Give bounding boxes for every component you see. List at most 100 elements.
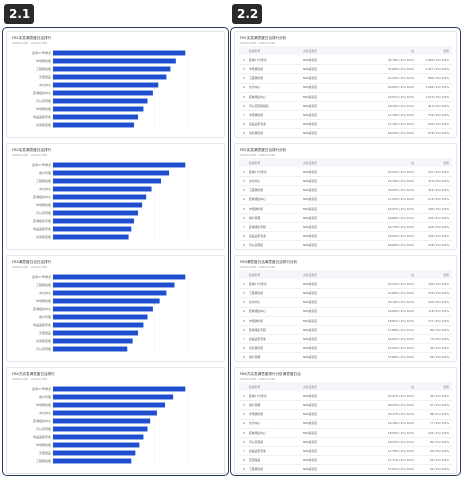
table-row[interactable]: 5 市场质检组 NPS满意度 18.81% (1%) 0.0% 177 (1%) 0.0…: [239, 316, 452, 326]
table-row[interactable]: 6 可以实现组组织 NPS满意度 18.19% (1%) 0.0% 813 (1%) 0…: [239, 102, 452, 111]
bar[interactable]: [53, 410, 157, 416]
bar[interactable]: [53, 386, 186, 392]
column-header[interactable]: 数量: [443, 384, 449, 389]
column-header[interactable]: 满意度类型: [303, 160, 317, 165]
bar[interactable]: [53, 418, 151, 424]
bar[interactable]: [53, 218, 134, 224]
table-cell: 82 (1%) 0.0%: [429, 439, 449, 444]
table-row[interactable]: 3 市场质检组 NPS满意度 20.17% (1%) 0.0% 88 (1%) 0.0%: [239, 410, 452, 420]
bar[interactable]: [53, 82, 159, 88]
bar[interactable]: [53, 330, 139, 336]
table-row[interactable]: 3 工程质检组 NPS满意度 21.34% (1%) 0.0% 890 (1%) 0.0…: [239, 74, 452, 84]
table-row[interactable]: 7 商品适质专案 NPS满意度 17.78% (1%) 0.0% 69 (1%) 0.0…: [239, 447, 452, 456]
table-row[interactable]: 9 交易质控组 NPS满意度 16.58% (1%) 0.0% 678 (1%) 0.0…: [239, 129, 452, 137]
column-header[interactable]: 区域名称: [249, 384, 261, 389]
bar[interactable]: [53, 122, 134, 128]
bar[interactable]: [53, 90, 153, 96]
bar[interactable]: [53, 402, 166, 408]
bar[interactable]: [53, 346, 128, 352]
bar[interactable]: [53, 210, 139, 216]
table-row[interactable]: 1 区域17号重点 NPS满意度 23.34% (1%) 0.0% 199 (1%) 0…: [239, 280, 452, 290]
bar[interactable]: [53, 106, 144, 112]
column-header[interactable]: 区域名称: [249, 160, 261, 165]
table-row[interactable]: 5 区域组织中心 NPS满意度 18.95% (1%) 0.0% 101 (1%) 0.…: [239, 428, 452, 438]
table-row[interactable]: 4 区域组织中心 NPS满意度 19.66% (1%) 0.0% 118 (1%) 0.…: [239, 307, 452, 317]
column-header[interactable]: 值: [411, 160, 414, 165]
column-header[interactable]: 满意度类型: [303, 48, 317, 53]
table-row[interactable]: 3 交付中心 NPS满意度 20.19% (1%) 0.0% 163 (1%) 0.0%: [239, 298, 452, 308]
table-row[interactable]: 1 区域17号重点 NPS满意度 23.03% (1%) 0.0% 237 (1%) 0…: [239, 168, 452, 178]
bar[interactable]: [53, 66, 171, 72]
column-header[interactable]: 满意度类型: [303, 384, 317, 389]
table-row[interactable]: 7 市场质检组 NPS满意度 17.19% (1%) 0.0% 752 (1%) 0.0…: [239, 111, 452, 120]
table-row[interactable]: 6 可以实现组 NPS满意度 18.33% (1%) 0.0% 82 (1%) 0.0%: [239, 438, 452, 447]
table-header: 区域名称 满意度类型 值 数量: [239, 382, 452, 392]
table-row[interactable]: 7 商品适质专案 NPS满意度 16.83% (1%) 0.0% 73 (1%) 0.0…: [239, 335, 452, 344]
table-row[interactable]: 4 区域组织中心 NPS满意度 17.25% (1%) 0.0% 276 (1%) 0.…: [239, 195, 452, 205]
table-row[interactable]: 9 用户管理 NPS满意度 13.86% (1%) 0.0% 86 (1%) 0.0%: [239, 353, 452, 361]
bar[interactable]: [53, 434, 144, 440]
chart-title: FB3满意度日活日活排行: [12, 260, 52, 264]
category-label: 区域17号重点: [32, 162, 51, 167]
bar[interactable]: [53, 290, 167, 296]
table-row[interactable]: 5 区域组织中心 NPS满意度 19.51% (1%) 0.0% 1,073 (1%) …: [239, 92, 452, 102]
bar[interactable]: [53, 74, 167, 80]
column-header[interactable]: 数量: [443, 160, 449, 165]
column-header[interactable]: 数量: [443, 272, 449, 277]
table-cell: 商品适质专案: [249, 448, 266, 453]
bar[interactable]: [53, 226, 132, 232]
column-header[interactable]: 值: [411, 384, 414, 389]
bar[interactable]: [53, 450, 136, 456]
column-header[interactable]: 区域名称: [249, 48, 261, 53]
column-header[interactable]: 满意度类型: [303, 272, 317, 277]
table-cell: 18.93% (1%) 0.0%: [387, 188, 414, 193]
column-header[interactable]: 值: [411, 272, 414, 277]
table-row[interactable]: 2 市场质检组 NPS满意度 31.66% (1%) 0.0% 1,327 (1%) 0…: [239, 65, 452, 75]
bar[interactable]: [53, 274, 186, 280]
table-row[interactable]: 8 交易质控组 NPS满意度 15.49% (1%) 0.0% 92 (1%) 0.0%: [239, 344, 452, 354]
bar[interactable]: [53, 394, 174, 400]
table-row[interactable]: 3 工程质检组 NPS满意度 18.93% (1%) 0.0% 212 (1%) 0.0…: [239, 186, 452, 196]
bar[interactable]: [53, 322, 144, 328]
table-row[interactable]: 9 可以实现组 NPS满意度 16.08% (1%) 0.0% 228 (1%) 0.0…: [239, 241, 452, 249]
bar[interactable]: [53, 234, 129, 240]
table-row[interactable]: 6 区域组织专组 NPS满意度 17.88% (1%) 0.0% 89 (1%) 0.0…: [239, 326, 452, 335]
table-row[interactable]: 1 区域17号重点 NPS满意度 34.78% (1%) 0.0% 1,489 (1%)…: [239, 56, 452, 66]
bar[interactable]: [53, 50, 186, 56]
bar[interactable]: [53, 98, 148, 104]
table-row[interactable]: 2 交付中心 NPS满意度 19.19% (1%) 0.0% 310 (1%) 0.0%: [239, 177, 452, 187]
table-row[interactable]: 6 用户管理 NPS满意度 16.89% (1%) 0.0% 201 (1%) 0.0%: [239, 214, 452, 223]
bar[interactable]: [53, 170, 170, 176]
column-header[interactable]: 值: [411, 48, 414, 53]
bar[interactable]: [53, 58, 176, 64]
bar[interactable]: [53, 458, 132, 464]
table-row[interactable]: 2 工程质检组 NPS满意度 21.89% (1%) 0.0% 155 (1%) 0.0…: [239, 289, 452, 299]
bar[interactable]: [53, 202, 143, 208]
table-row[interactable]: 8 天团组品 NPS满意度 17.71% (1%) 0.0% 56 (1%) 0.0%: [239, 456, 452, 466]
bar[interactable]: [53, 426, 148, 432]
table-row[interactable]: 4 交付中心 NPS满意度 19.19% (1%) 0.0% 77 (1%) 0.0%: [239, 419, 452, 429]
table-row[interactable]: 2 用户管理 NPS满意度 20.53% (1%) 0.0% 97 (1%) 0.0%: [239, 401, 452, 411]
bar[interactable]: [53, 306, 153, 312]
table-row[interactable]: 4 交付中心 NPS满意度 20.96% (1%) 0.0% 1,004 (1%) 0.…: [239, 83, 452, 93]
category-label: 市场质检组: [36, 402, 51, 407]
bar[interactable]: [53, 114, 139, 120]
bar[interactable]: [53, 282, 175, 288]
table-row[interactable]: 7 区域组织专组 NPS满意度 16.73% (1%) 0.0% 246 (1%) 0.…: [239, 223, 452, 232]
bar[interactable]: [53, 162, 186, 168]
bar[interactable]: [53, 298, 160, 304]
bar[interactable]: [53, 314, 148, 320]
bar[interactable]: [53, 178, 161, 184]
table-row[interactable]: 5 市场质检组 NPS满意度 16.97% (1%) 0.0% 189 (1%) 0.0…: [239, 204, 452, 214]
bar[interactable]: [53, 186, 152, 192]
table-row[interactable]: 9 工程质检组 NPS满意度 17.67% (1%) 0.0% 64 (1%) 0.0%: [239, 465, 452, 473]
table-row[interactable]: 8 商品适质专案 NPS满意度 17.10% (1%) 0.0% 620 (1%) 0.…: [239, 120, 452, 130]
column-header[interactable]: 区域名称: [249, 272, 261, 277]
bar[interactable]: [53, 338, 133, 344]
table-row[interactable]: 1 区域17号重点 NPS满意度 23.47% (1%) 0.0% 94 (1%) 0.…: [239, 392, 452, 402]
bar[interactable]: [53, 442, 140, 448]
column-header[interactable]: 数量: [443, 48, 449, 53]
table-row[interactable]: 8 商品适质专案 NPS满意度 16.49% (1%) 0.0% 164 (1%) 0.…: [239, 232, 452, 242]
bar[interactable]: [53, 194, 147, 200]
table-cell: 19.51% (1%) 0.0%: [387, 94, 414, 99]
